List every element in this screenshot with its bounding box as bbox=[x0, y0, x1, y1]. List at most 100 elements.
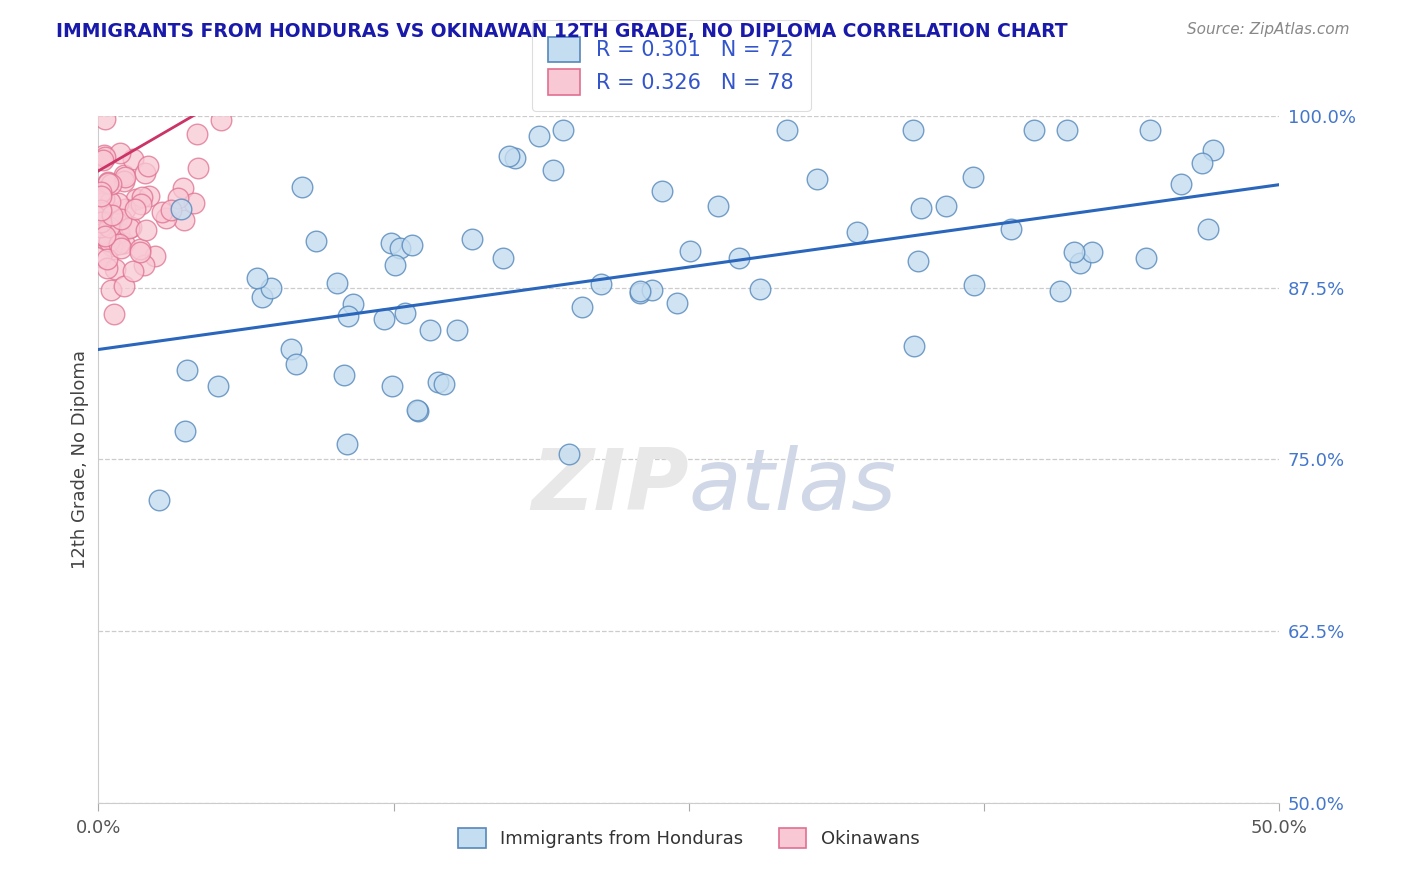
Point bbox=[145, 249, 167, 263]
Point bbox=[1197, 222, 1219, 236]
Point bbox=[433, 376, 456, 391]
Point bbox=[90, 250, 112, 264]
Point bbox=[90, 189, 112, 203]
Point bbox=[100, 238, 122, 252]
Point bbox=[427, 375, 450, 389]
Point bbox=[183, 196, 205, 211]
Point bbox=[108, 236, 131, 251]
Point bbox=[90, 219, 112, 234]
Point bbox=[903, 339, 925, 353]
Point bbox=[90, 227, 112, 241]
Point bbox=[1135, 252, 1157, 266]
Point bbox=[100, 283, 122, 297]
Point bbox=[104, 214, 127, 228]
Point bbox=[527, 129, 550, 144]
Point bbox=[776, 122, 799, 136]
Point bbox=[131, 190, 153, 204]
Point bbox=[91, 153, 114, 167]
Point bbox=[112, 168, 135, 182]
Point bbox=[384, 258, 406, 272]
Point bbox=[186, 127, 208, 141]
Point bbox=[1069, 256, 1091, 270]
Point bbox=[207, 378, 229, 392]
Point bbox=[553, 122, 575, 136]
Point bbox=[962, 169, 984, 184]
Point bbox=[1000, 222, 1022, 236]
Point bbox=[155, 211, 177, 225]
Y-axis label: 12th Grade, No Diploma: 12th Grade, No Diploma bbox=[70, 350, 89, 569]
Legend: Immigrants from Honduras, Okinawans: Immigrants from Honduras, Okinawans bbox=[451, 822, 927, 855]
Point bbox=[380, 235, 402, 250]
Point bbox=[118, 221, 141, 235]
Point bbox=[749, 283, 772, 297]
Point bbox=[97, 234, 120, 248]
Point bbox=[571, 300, 593, 314]
Point bbox=[98, 219, 121, 234]
Point bbox=[125, 192, 148, 206]
Point bbox=[1191, 156, 1213, 170]
Point bbox=[728, 251, 751, 265]
Point bbox=[90, 185, 112, 199]
Point bbox=[129, 242, 152, 256]
Point bbox=[101, 208, 124, 222]
Point bbox=[97, 176, 120, 190]
Point bbox=[333, 368, 356, 383]
Text: ZIP: ZIP bbox=[531, 445, 689, 528]
Point bbox=[381, 378, 404, 392]
Point bbox=[90, 204, 112, 219]
Point bbox=[159, 202, 181, 217]
Point bbox=[110, 241, 132, 255]
Point bbox=[173, 424, 195, 438]
Point bbox=[1022, 122, 1045, 136]
Point bbox=[120, 219, 142, 234]
Point bbox=[1139, 122, 1161, 136]
Point bbox=[284, 357, 307, 371]
Point bbox=[176, 363, 198, 377]
Point bbox=[305, 235, 328, 249]
Point bbox=[246, 271, 269, 285]
Point bbox=[93, 191, 115, 205]
Point bbox=[209, 113, 232, 128]
Point bbox=[707, 199, 730, 213]
Point bbox=[1049, 284, 1071, 298]
Text: IMMIGRANTS FROM HONDURAS VS OKINAWAN 12TH GRADE, NO DIPLOMA CORRELATION CHART: IMMIGRANTS FROM HONDURAS VS OKINAWAN 12T… bbox=[56, 22, 1069, 41]
Point bbox=[112, 236, 135, 251]
Point bbox=[91, 195, 114, 210]
Point bbox=[187, 161, 209, 175]
Point bbox=[138, 160, 160, 174]
Point bbox=[108, 145, 131, 160]
Point bbox=[129, 197, 152, 211]
Point bbox=[326, 276, 349, 290]
Point bbox=[806, 172, 828, 186]
Point bbox=[1056, 122, 1078, 136]
Point bbox=[1080, 244, 1102, 259]
Point bbox=[97, 175, 120, 189]
Point bbox=[543, 163, 565, 178]
Point bbox=[845, 225, 868, 239]
Point bbox=[93, 112, 115, 127]
Point bbox=[336, 436, 359, 450]
Point bbox=[503, 151, 526, 165]
Point bbox=[172, 181, 194, 195]
Point bbox=[114, 202, 136, 216]
Point bbox=[260, 281, 283, 295]
Point bbox=[1202, 143, 1225, 157]
Point bbox=[93, 194, 115, 209]
Point bbox=[291, 179, 314, 194]
Point bbox=[170, 202, 193, 217]
Point bbox=[100, 178, 122, 192]
Point bbox=[107, 195, 129, 210]
Point bbox=[91, 226, 114, 240]
Point bbox=[110, 211, 132, 226]
Point bbox=[167, 191, 190, 205]
Point bbox=[910, 201, 932, 215]
Point bbox=[589, 277, 612, 292]
Text: Source: ZipAtlas.com: Source: ZipAtlas.com bbox=[1187, 22, 1350, 37]
Point bbox=[342, 297, 364, 311]
Point bbox=[492, 251, 515, 265]
Point bbox=[94, 232, 117, 246]
Point bbox=[91, 219, 114, 233]
Point bbox=[91, 214, 114, 228]
Point bbox=[97, 202, 120, 217]
Point bbox=[679, 244, 702, 258]
